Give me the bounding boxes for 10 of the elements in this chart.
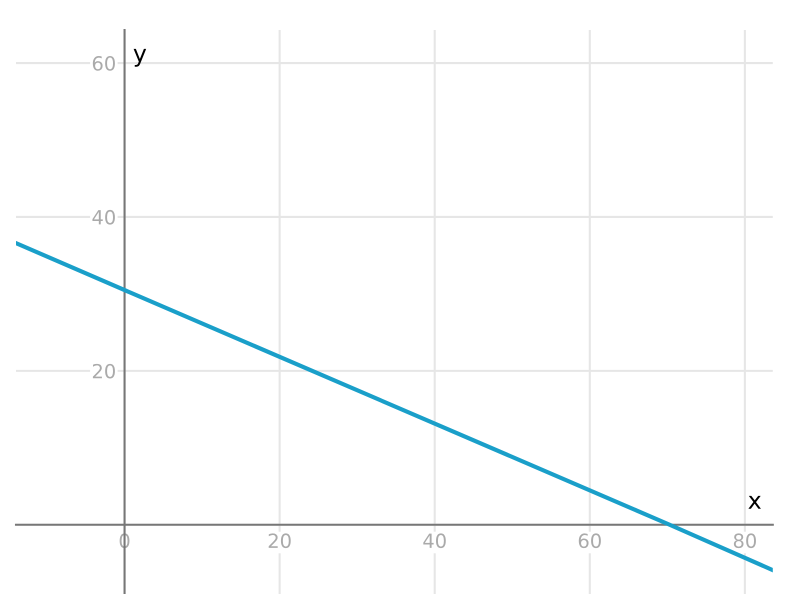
x-tick-label: 60 [578,533,601,548]
x-axis-title: x [748,496,761,509]
y-axis-title: y [134,48,146,67]
y-tick-label: 60 [92,56,115,71]
y-tick-label: 40 [92,210,115,225]
x-tick-label: 80 [734,533,756,548]
y-tick-label: 20 [92,364,115,379]
x-tick-label: 20 [268,533,291,548]
line-series [16,241,773,572]
x-tick-label: 40 [423,533,446,548]
